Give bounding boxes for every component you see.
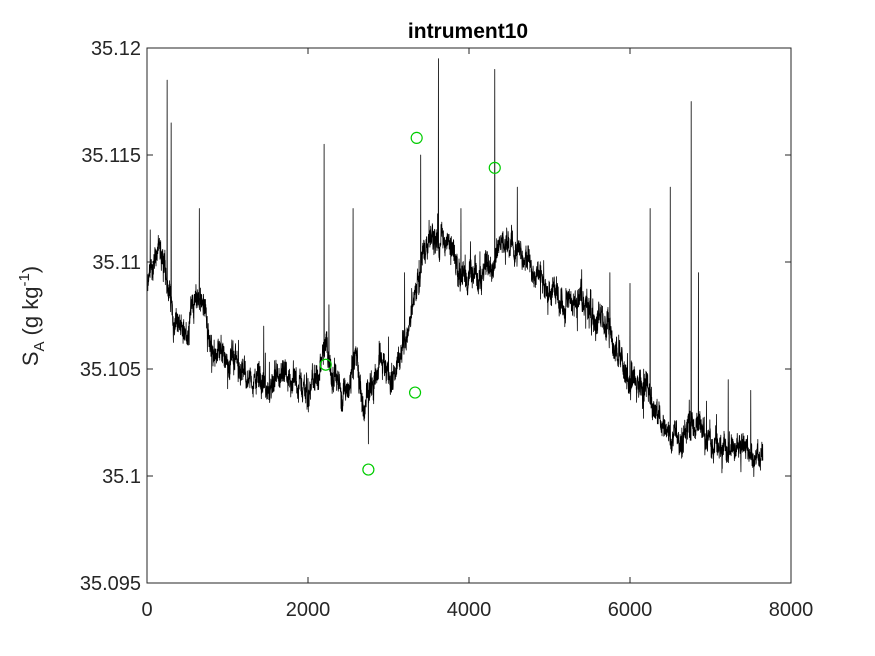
y-axis-label-symbol: S [18,351,43,366]
y-tick-label: 35.105 [80,359,141,381]
y-axis-label-unit-close: ) [18,266,43,273]
x-tick-label: 0 [141,599,152,621]
chart-title: intrument10 [408,20,528,43]
y-axis-label-superscript: -1 [16,273,33,286]
marker-point [319,358,332,371]
y-tick-label: 35.11 [92,252,141,274]
svg-text:SA(g kg-1): SA (g kg-1) [16,266,48,366]
plot-series-layer [147,58,764,477]
salinity-series-line [147,58,764,477]
marker-layer [319,131,501,476]
marker-point [410,131,423,144]
y-tick-label: 35.115 [81,145,141,167]
y-axis: 35.095 35.1 35.105 35.11 35.115 35.12 [80,38,791,595]
y-axis-label: SA (g kg-1) [16,266,48,366]
x-tick-label: 4000 [447,599,492,621]
y-axis-label-unit: (g kg [18,287,43,336]
x-tick-label: 2000 [286,599,331,621]
y-tick-label: 35.1 [102,466,141,488]
marker-point [488,161,501,174]
x-tick-label: 6000 [608,599,653,621]
x-axis: 0 2000 4000 6000 8000 [141,48,813,621]
x-tick-label: 8000 [769,599,814,621]
y-tick-label: 35.095 [80,573,141,595]
y-axis-label-subscript: A [31,341,48,351]
y-tick-label: 35.12 [91,38,141,60]
marker-point [408,386,422,399]
marker-point [362,463,375,476]
